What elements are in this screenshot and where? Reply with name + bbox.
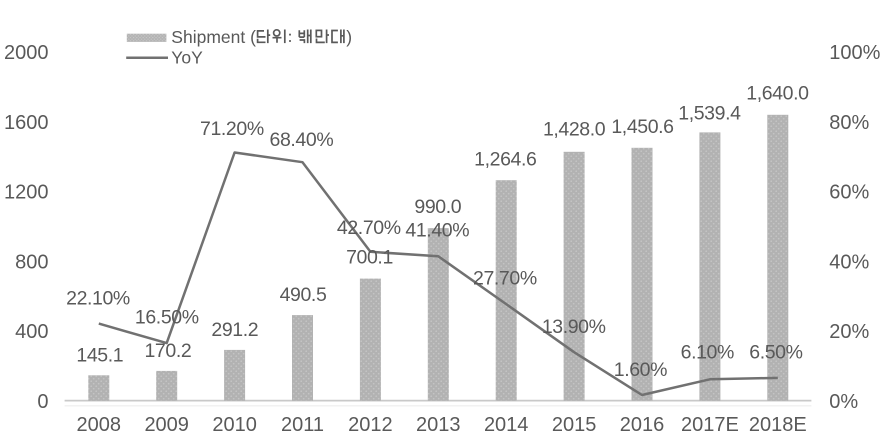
svg-text:490.5: 490.5 [280,284,327,306]
svg-text:2013: 2013 [416,414,461,436]
svg-text:6.10%: 6.10% [681,341,734,363]
svg-text:13.90%: 13.90% [542,316,606,338]
svg-text:2011: 2011 [281,414,324,436]
svg-text:1,264.6: 1,264.6 [474,148,536,170]
svg-text:1.60%: 1.60% [614,359,667,381]
svg-text:16.50%: 16.50% [135,307,199,329]
svg-text:800: 800 [15,251,48,273]
svg-text:2018E: 2018E [749,414,807,436]
svg-text:22.10%: 22.10% [66,288,130,310]
svg-text:170.2: 170.2 [144,340,191,362]
svg-text:YoY: YoY [171,47,203,67]
svg-text:2016: 2016 [620,414,665,436]
svg-text:1600: 1600 [4,112,49,134]
svg-text:2008: 2008 [77,414,122,436]
svg-text:42.70%: 42.70% [337,217,401,239]
svg-text:2015: 2015 [552,414,597,436]
svg-text:1,640.0: 1,640.0 [746,83,809,105]
svg-text:400: 400 [15,321,48,343]
svg-text:0: 0 [37,391,48,413]
svg-text:20%: 20% [829,321,869,343]
svg-text:700.1: 700.1 [346,246,393,268]
svg-text:2009: 2009 [144,414,189,436]
svg-text:68.40%: 68.40% [270,129,334,151]
svg-text:990.0: 990.0 [414,196,461,218]
svg-text:6.50%: 6.50% [749,341,802,363]
svg-text:100%: 100% [829,42,880,64]
svg-text:1200: 1200 [4,182,49,204]
svg-text:1,539.4: 1,539.4 [678,103,741,125]
svg-text:27.70%: 27.70% [473,268,537,290]
svg-text:0%: 0% [829,391,858,413]
svg-text:1,450.6: 1,450.6 [611,116,673,138]
svg-text:71.20%: 71.20% [200,118,264,140]
svg-text:291.2: 291.2 [211,319,258,341]
svg-text:Shipment (: Shipment ( [171,27,256,47]
svg-text:40%: 40% [829,251,869,273]
svg-text:1,428.0: 1,428.0 [543,119,606,141]
svg-text:60%: 60% [829,182,869,204]
svg-text:2017E: 2017E [681,414,739,436]
svg-text:145.1: 145.1 [76,344,123,366]
svg-text:80%: 80% [829,112,869,134]
svg-text:): ) [346,27,352,47]
svg-text:2014: 2014 [484,414,529,436]
svg-text:2010: 2010 [212,414,257,436]
svg-text:41.40%: 41.40% [405,220,469,242]
svg-text:2000: 2000 [4,42,49,64]
svg-text:2012: 2012 [348,414,393,436]
